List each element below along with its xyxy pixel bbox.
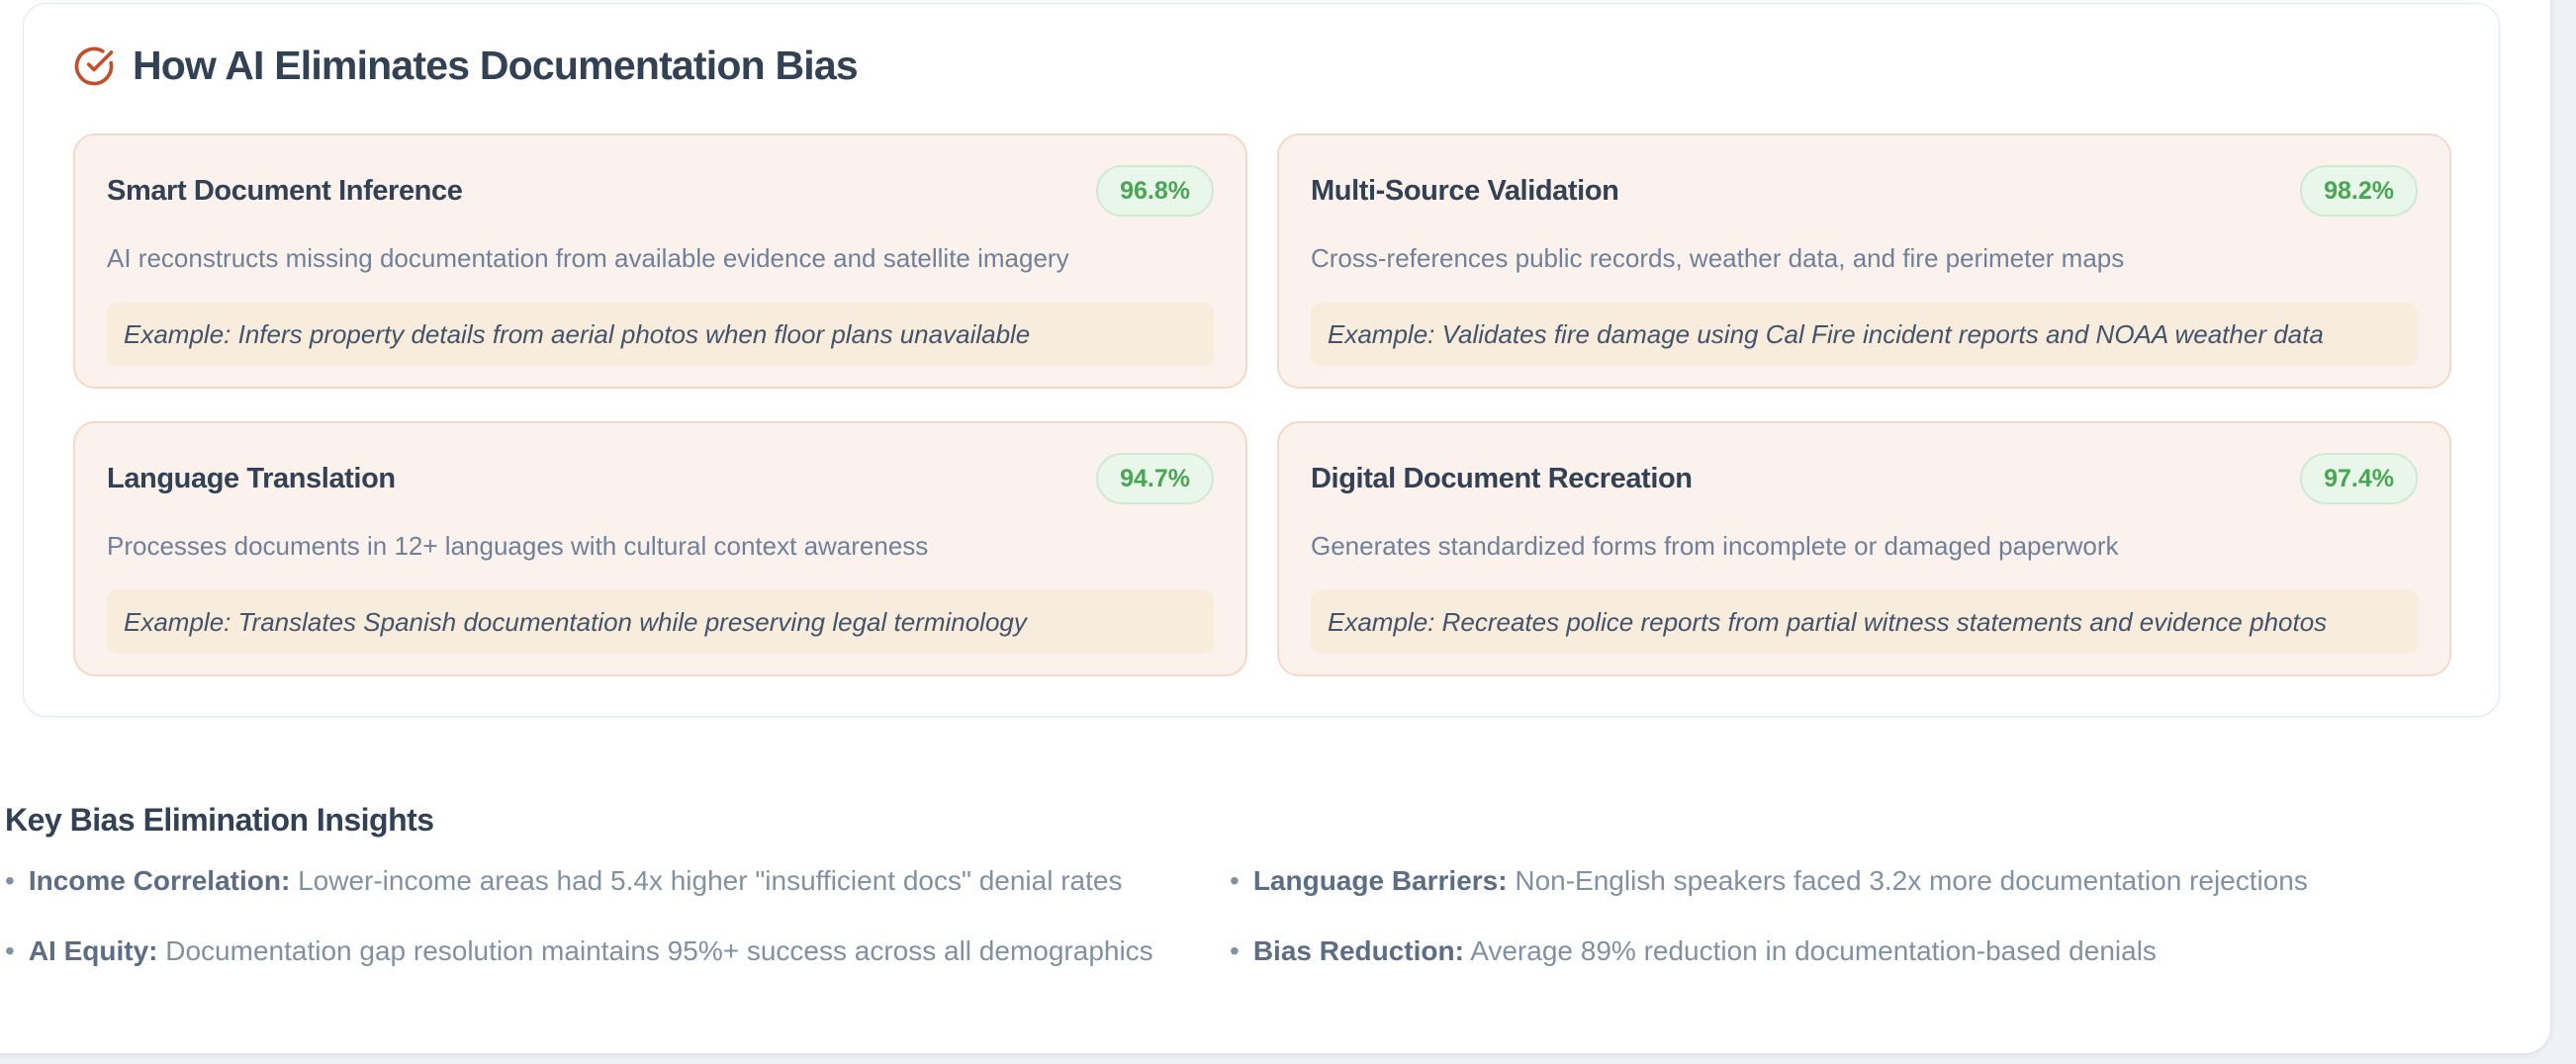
capability-card-description: Cross-references public records, weather… [1311,243,2125,273]
section-header: How AI Eliminates Documentation Bias [73,43,859,88]
insights-section: Key Bias Elimination Insights • Income Co… [5,802,2308,970]
section-title: How AI Eliminates Documentation Bias [133,43,859,88]
check-circle-icon [73,45,115,87]
accuracy-badge: 96.8% [1096,165,1214,217]
bullet-icon: • [1230,935,1240,967]
insight-label: Income Correlation: [28,865,291,896]
capability-card-example: Example: Validates fire damage using Cal… [1311,303,2418,367]
insight-text: Documentation gap resolution maintains 9… [157,935,1153,967]
capability-card-header: Digital Document Recreation 97.4% [1311,453,2418,504]
capability-card-title: Multi-Source Validation [1311,174,1619,207]
capability-card-title: Digital Document Recreation [1311,462,1693,494]
insight-item: • Language Barriers: Non-English speakers… [1230,863,2308,899]
capability-card: Digital Document Recreation 97.4% Genera… [1277,421,2451,676]
capability-card-example: Example: Infers property details from ae… [107,303,1214,367]
capability-card-title: Smart Document Inference [107,174,463,207]
capability-card: Smart Document Inference 96.8% AI recons… [73,133,1247,389]
insight-label: AI Equity: [28,935,158,967]
capability-card-description: Generates standardized forms from incomp… [1311,531,2119,561]
capability-card-description: Processes documents in 12+ languages wit… [107,531,929,561]
capability-card-example: Example: Translates Spanish documentatio… [107,590,1214,655]
insight-item: • Income Correlation: Lower-income areas … [5,863,1230,899]
bullet-icon: • [5,935,15,967]
insight-text: Lower-income areas had 5.4x higher "insu… [290,865,1123,896]
capability-card-title: Language Translation [107,462,396,494]
bullet-icon: • [1230,865,1240,896]
insight-label: Bias Reduction: [1252,935,1464,967]
capability-card-example: Example: Recreates police reports from p… [1311,590,2418,655]
insight-label: Language Barriers: [1252,865,1508,896]
insight-item: • AI Equity: Documentation gap resolution… [5,933,1230,969]
insight-text: Average 89% reduction in documentation-b… [1463,935,2157,967]
capability-cards-grid: Smart Document Inference 96.8% AI recons… [73,133,2451,676]
accuracy-badge: 94.7% [1096,453,1214,504]
capability-card-header: Multi-Source Validation 98.2% [1311,165,2418,217]
accuracy-badge: 97.4% [2300,453,2418,504]
capability-card-header: Language Translation 94.7% [107,453,1214,504]
insights-grid: • Income Correlation: Lower-income areas … [5,863,2308,970]
insights-heading: Key Bias Elimination Insights [5,802,434,838]
accuracy-badge: 98.2% [2300,165,2418,217]
capability-card: Multi-Source Validation 98.2% Cross-refe… [1277,133,2451,389]
ai-documentation-bias-section: How AI Eliminates Documentation Bias Sma… [23,3,2500,717]
insight-item: • Bias Reduction: Average 89% reduction i… [1230,933,2308,969]
capability-card-description: AI reconstructs missing documentation fr… [107,243,1069,273]
bullet-icon: • [5,865,15,896]
insight-text: Non-English speakers faced 3.2x more doc… [1507,865,2308,896]
capability-card-header: Smart Document Inference 96.8% [107,165,1214,217]
capability-card: Language Translation 94.7% Processes doc… [73,421,1247,676]
